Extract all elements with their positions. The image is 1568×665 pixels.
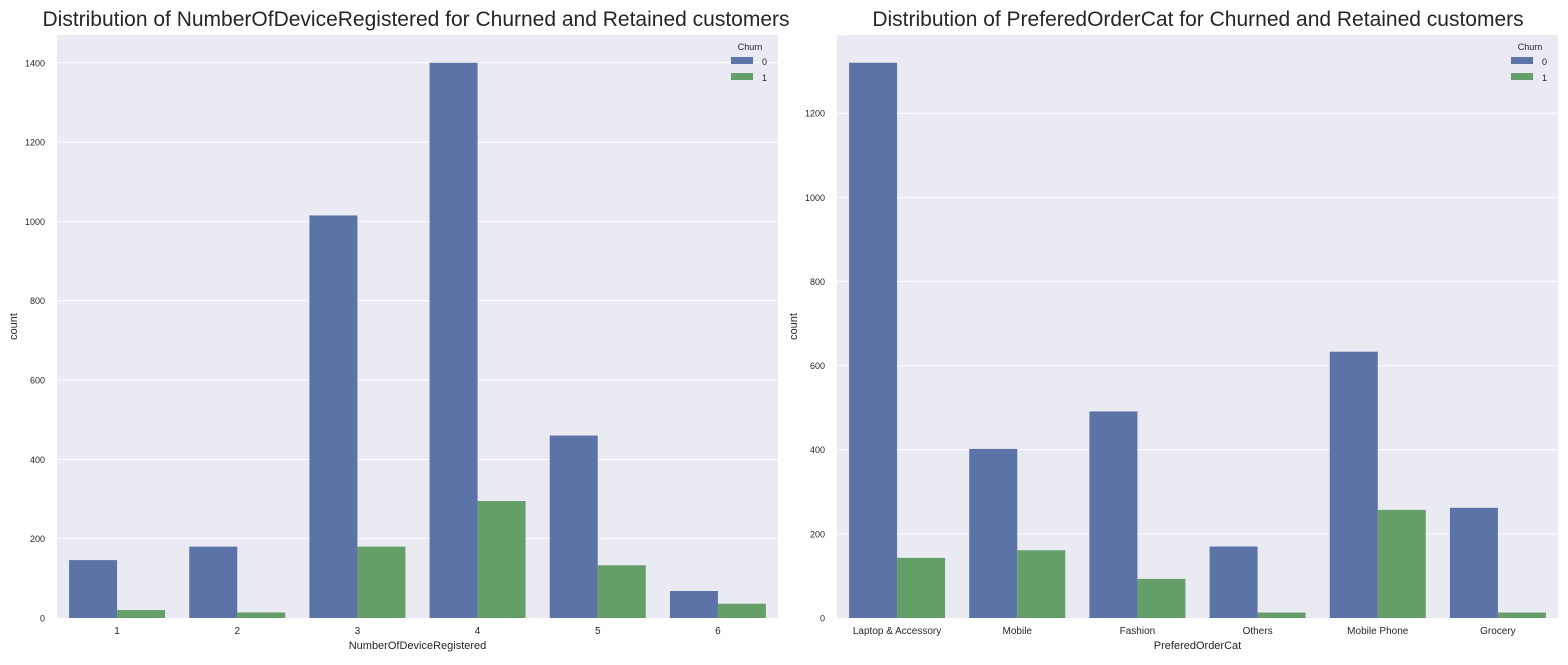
bar-churn-1	[1017, 550, 1066, 618]
legend-label-1: 1	[762, 73, 767, 83]
y-tick-label: 0	[40, 614, 45, 624]
y-tick-label: 1200	[805, 109, 825, 119]
y-tick-label: 1200	[25, 138, 45, 148]
y-axis-label: count	[788, 313, 800, 340]
bar-churn-0	[1209, 546, 1258, 618]
x-tick-label: 6	[715, 626, 721, 637]
legend: Churn 0 1	[731, 42, 767, 83]
y-tick-label: 1000	[805, 193, 825, 203]
x-tick-label: Mobile	[1003, 626, 1033, 637]
bars	[849, 62, 1546, 619]
left-chart: Distribution of NumberOfDeviceRegistered…	[8, 8, 790, 652]
legend-swatch-1	[1511, 73, 1533, 80]
y-tick-label: 200	[810, 529, 825, 539]
bar-churn-0	[549, 435, 598, 618]
legend-label-1: 1	[1542, 73, 1547, 83]
x-tick-label: Mobile Phone	[1347, 626, 1409, 637]
bar-churn-1	[597, 565, 646, 618]
x-tick-label: 2	[234, 626, 240, 637]
x-tick-label: Others	[1243, 626, 1273, 637]
bar-churn-1	[897, 557, 946, 618]
bar-churn-0	[1329, 351, 1378, 618]
x-tick-labels: 1 2 3 4 5 6	[114, 626, 721, 637]
legend-swatch-1	[731, 73, 753, 80]
y-tick-label: 800	[30, 296, 45, 306]
y-tick-label: 1400	[25, 58, 45, 68]
bar-churn-0	[849, 62, 898, 619]
x-tick-label: 5	[595, 626, 601, 637]
bar-churn-1	[1497, 612, 1546, 618]
bar-churn-0	[969, 448, 1018, 618]
y-tick-label: 400	[30, 455, 45, 465]
y-tick-label: 200	[30, 534, 45, 544]
x-axis-label: NumberOfDeviceRegistered	[349, 640, 487, 652]
legend-label-0: 0	[1542, 57, 1547, 67]
bar-churn-1	[357, 546, 406, 618]
y-tick-label: 1000	[25, 217, 45, 227]
y-tick-label: 400	[810, 445, 825, 455]
bar-churn-1	[117, 610, 166, 618]
y-tick-label: 600	[810, 361, 825, 371]
x-tick-label: 4	[475, 626, 481, 637]
y-tick-labels: 0 200 400 600 800 1000 1200 1400	[25, 58, 45, 623]
legend-label-0: 0	[762, 57, 767, 67]
legend-swatch-0	[1511, 57, 1533, 64]
x-tick-label: Fashion	[1120, 626, 1156, 637]
bar-churn-1	[717, 603, 766, 618]
bar-churn-0	[669, 591, 718, 618]
bar-churn-1	[1377, 509, 1426, 618]
y-tick-label: 800	[810, 277, 825, 287]
bar-churn-0	[1089, 411, 1138, 618]
bar-churn-0	[309, 215, 358, 618]
chart-title: Distribution of PreferedOrderCat for Chu…	[872, 8, 1523, 31]
y-tick-label: 600	[30, 376, 45, 386]
right-chart: Distribution of PreferedOrderCat for Chu…	[788, 8, 1558, 652]
bar-churn-0	[69, 560, 118, 618]
legend-swatch-0	[731, 57, 753, 64]
x-tick-label: 3	[355, 626, 361, 637]
bar-churn-1	[477, 501, 526, 618]
y-tick-labels: 0 200 400 600 800 1000 1200	[805, 109, 825, 624]
bar-churn-0	[429, 62, 478, 619]
x-tick-label: Grocery	[1480, 626, 1516, 637]
bar-churn-1	[1137, 578, 1186, 618]
legend: Churn 0 1	[1511, 42, 1547, 83]
x-tick-labels: Laptop & Accessory Mobile Fashion Others Mob…	[853, 626, 1516, 637]
y-axis-label: count	[8, 313, 20, 340]
x-tick-label: 1	[114, 626, 120, 637]
legend-title: Churn	[1518, 42, 1543, 52]
bar-churn-0	[189, 546, 238, 618]
gridlines	[837, 112, 1558, 535]
bar-churn-1	[1257, 612, 1306, 618]
bars	[69, 62, 766, 619]
bar-churn-1	[237, 612, 286, 618]
plot-area	[837, 35, 1558, 618]
plot-area	[57, 35, 778, 618]
x-tick-label: Laptop & Accessory	[853, 626, 941, 637]
chart-title: Distribution of NumberOfDeviceRegistered…	[42, 8, 789, 31]
legend-title: Churn	[738, 42, 763, 52]
bar-churn-0	[1449, 507, 1498, 618]
x-axis-label: PreferedOrderCat	[1154, 640, 1241, 652]
gridlines	[57, 62, 778, 540]
y-tick-label: 0	[820, 614, 825, 624]
